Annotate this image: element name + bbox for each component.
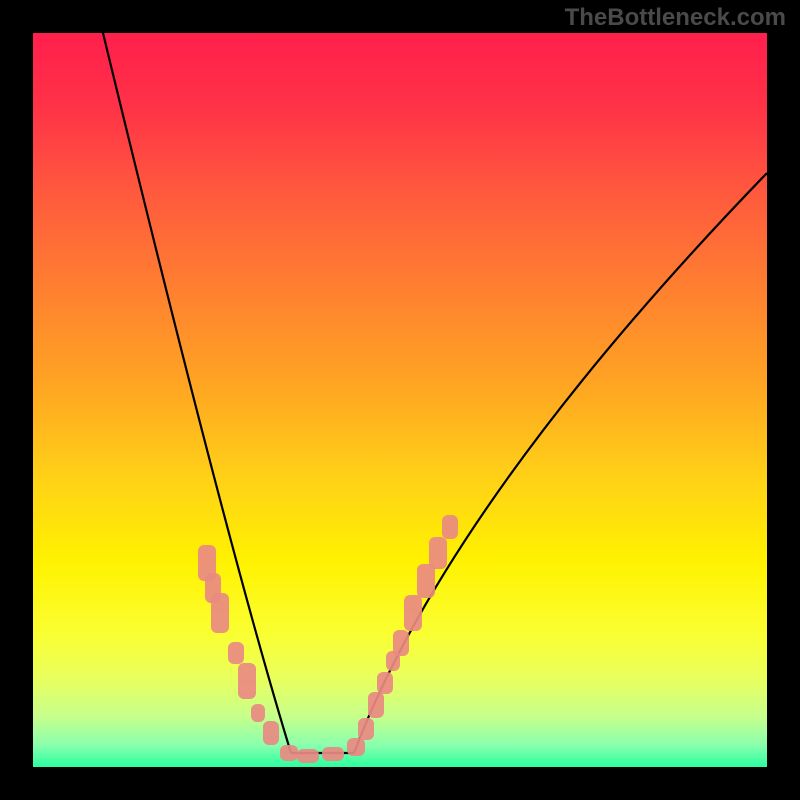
- curve-marker: [263, 721, 279, 745]
- curve-marker: [442, 515, 458, 539]
- left-curve: [103, 33, 291, 753]
- curve-marker: [417, 564, 435, 598]
- plot-area: [33, 33, 767, 767]
- curve-marker: [347, 738, 365, 756]
- curve-marker: [322, 747, 344, 761]
- curve-marker: [251, 704, 265, 722]
- curve-marker: [368, 692, 384, 718]
- curve-marker: [238, 663, 256, 699]
- curve-marker: [429, 537, 447, 569]
- curve-marker: [358, 718, 374, 740]
- curve-marker: [377, 672, 393, 694]
- watermark-text: TheBottleneck.com: [565, 4, 786, 32]
- curve-marker: [404, 595, 422, 631]
- curve-marker: [393, 630, 409, 656]
- curve-layer: [33, 33, 767, 767]
- curve-marker: [211, 593, 229, 633]
- outer-frame: TheBottleneck.com: [0, 0, 800, 800]
- curve-marker: [280, 745, 298, 761]
- curve-marker: [228, 642, 244, 664]
- right-curve: [354, 173, 767, 753]
- curve-marker: [297, 749, 319, 763]
- marker-group: [198, 515, 458, 763]
